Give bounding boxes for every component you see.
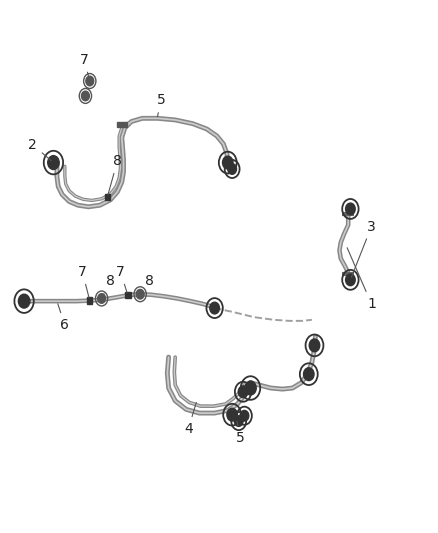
Text: 7: 7 [78,265,89,298]
Circle shape [240,410,249,421]
Bar [125,292,131,298]
Text: 5: 5 [157,93,166,117]
Text: 8: 8 [103,274,115,296]
Circle shape [223,156,233,169]
Circle shape [238,386,248,398]
Circle shape [210,302,219,314]
Circle shape [346,274,355,286]
Circle shape [304,368,314,381]
Circle shape [228,164,237,174]
Circle shape [81,91,89,101]
Text: 4: 4 [184,402,196,436]
Circle shape [234,416,243,426]
Circle shape [309,339,320,352]
Circle shape [227,408,237,421]
Bar [87,297,92,304]
Text: 1: 1 [347,248,376,311]
Circle shape [346,203,355,215]
Text: 8: 8 [140,274,154,294]
Text: 7: 7 [80,53,89,78]
Circle shape [245,381,256,395]
Circle shape [48,156,59,169]
Text: 8: 8 [108,154,122,195]
Text: 6: 6 [58,304,69,332]
Bar [117,122,127,127]
Text: 7: 7 [116,265,127,293]
Circle shape [86,76,94,86]
Bar [105,194,110,200]
Text: 3: 3 [351,220,376,277]
Circle shape [98,294,106,303]
Text: 5: 5 [236,421,244,445]
Text: 2: 2 [28,138,51,161]
Circle shape [136,289,144,299]
Circle shape [18,294,30,308]
